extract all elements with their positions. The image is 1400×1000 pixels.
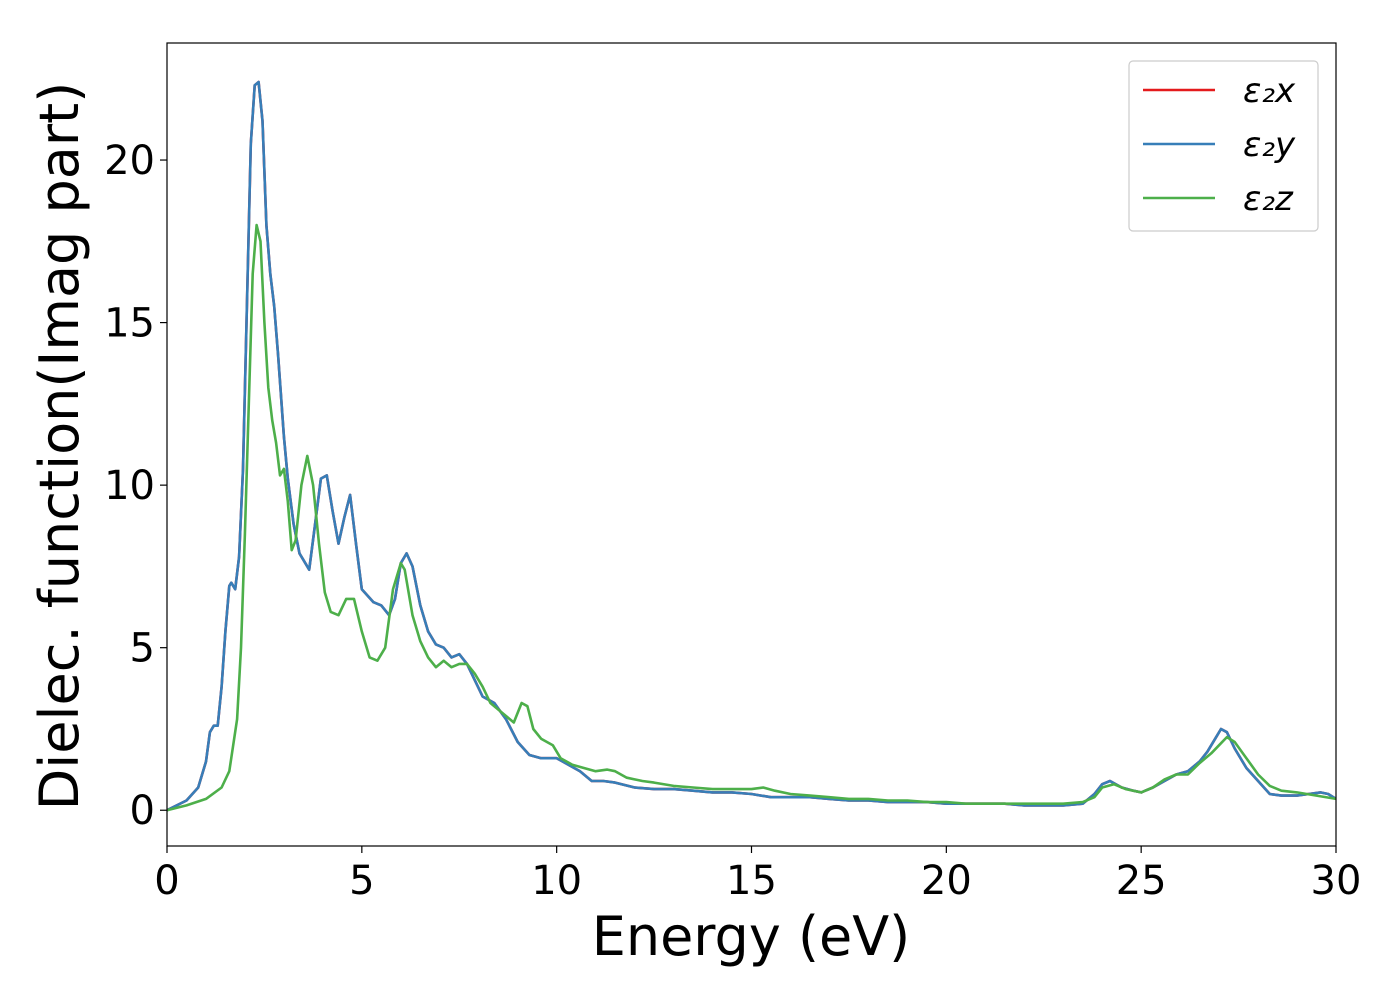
y-tick-label: 20 [104, 138, 155, 184]
x-tick-label: 5 [349, 858, 374, 904]
x-axis: 0 5 10 15 20 25 30 [154, 846, 1361, 904]
y-tick-label: 5 [130, 626, 155, 672]
x-tick-label: 15 [726, 858, 777, 904]
y-tick-label: 15 [104, 301, 155, 347]
y-axis: 0 5 10 15 20 [104, 138, 167, 834]
x-tick-label: 10 [531, 858, 582, 904]
x-axis-label: Energy (eV) [592, 905, 911, 968]
legend-label-2: ε₂y [1243, 125, 1296, 165]
legend-box [1128, 60, 1319, 232]
y-axis-label: Dielec. function(Imag part) [28, 82, 91, 811]
x-tick-label: 0 [154, 858, 179, 904]
series-line-3 [167, 223, 1336, 812]
legend: ε₂x ε₂y ε₂z [1128, 60, 1319, 232]
x-tick-label: 25 [1116, 858, 1167, 904]
legend-label-3: ε₂z [1243, 179, 1294, 219]
x-tick-label: 30 [1311, 858, 1362, 904]
x-tick-label: 20 [921, 858, 972, 904]
legend-label-1: ε₂x [1243, 71, 1296, 111]
y-tick-label: 10 [104, 463, 155, 509]
y-tick-label: 0 [130, 788, 155, 834]
